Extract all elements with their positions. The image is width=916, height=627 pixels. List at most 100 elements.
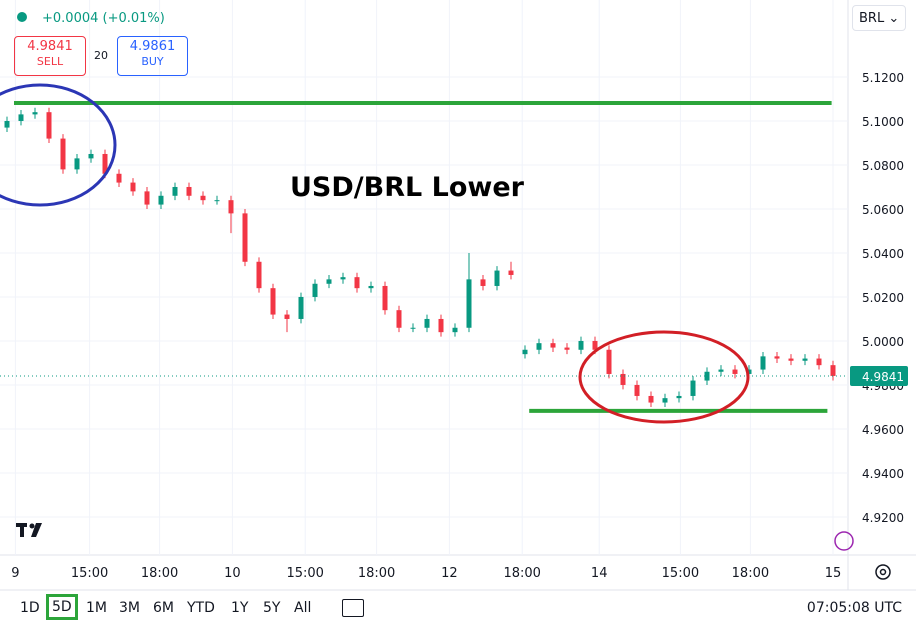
candle-body: [410, 327, 416, 329]
candle-body: [522, 349, 528, 355]
candle-body: [214, 200, 220, 202]
candle-body: [396, 310, 402, 328]
range-button[interactable]: YTD: [187, 600, 215, 616]
highlight-ellipse: [578, 330, 750, 424]
candle-body: [452, 327, 458, 333]
x-tick-label: 10: [224, 566, 241, 581]
candle-body: [592, 340, 598, 350]
clock: 07:05:08 UTC: [806, 600, 902, 616]
candle-body: [256, 261, 262, 289]
candle-body: [88, 153, 94, 159]
x-tick-label: 18:00: [732, 566, 769, 581]
annotation: USD/BRL Lower: [290, 172, 525, 203]
candle-body: [578, 340, 584, 350]
y-tick-label: 5.1200: [862, 71, 904, 85]
candle-body: [606, 349, 612, 374]
range-button[interactable]: 6M: [153, 600, 174, 616]
candle-body: [200, 195, 206, 201]
candle-body: [46, 112, 52, 139]
candle-body: [368, 285, 374, 289]
candle-body: [228, 200, 234, 214]
status-dot: [17, 12, 27, 22]
candle-body: [326, 279, 332, 284]
candle-body: [634, 384, 640, 396]
x-tick-label: 15: [825, 566, 842, 581]
candle-body: [508, 270, 514, 275]
y-tick-label: 4.9400: [862, 467, 904, 481]
range-button[interactable]: 5D: [46, 594, 78, 620]
price-change: +0.0004 (+0.01%): [42, 11, 165, 26]
candle-body: [564, 347, 570, 350]
x-tick-label: 18:00: [503, 566, 540, 581]
candle-body: [648, 395, 654, 403]
candle-body: [18, 114, 24, 121]
candle-body: [116, 173, 122, 183]
candle-body: [172, 186, 178, 196]
candle-body: [4, 120, 10, 128]
candle-body: [662, 398, 668, 403]
date-range-icon[interactable]: [342, 599, 364, 617]
candle-body: [270, 288, 276, 315]
y-tick-label: 5.0200: [862, 291, 904, 305]
last-price-label: 4.9841: [862, 370, 904, 384]
candle-body: [60, 138, 66, 170]
candle-body: [774, 356, 780, 359]
buy-price: 4.9861: [129, 39, 176, 54]
candle-body: [186, 186, 192, 196]
candle-body: [536, 343, 542, 350]
candle-body: [676, 395, 682, 399]
range-button[interactable]: 1M: [86, 600, 107, 616]
candle-body: [242, 213, 248, 262]
x-tick-label: 9: [11, 566, 19, 581]
x-tick-label: 12: [441, 566, 458, 581]
range-button[interactable]: 1D: [20, 600, 40, 616]
y-tick-label: 5.0600: [862, 203, 904, 217]
last-price-badge: [850, 365, 908, 386]
candle-body: [494, 270, 500, 286]
sell-label: SELL: [36, 55, 64, 68]
candle-body: [74, 158, 80, 170]
buy-label: BUY: [141, 55, 164, 68]
candle-body: [718, 369, 724, 372]
candle-body: [102, 153, 108, 174]
candle-body: [704, 371, 710, 381]
range-button[interactable]: 3M: [119, 600, 140, 616]
candle-body: [480, 279, 486, 286]
sell-price: 4.9841: [27, 39, 73, 54]
currency-select[interactable]: BRL ⌄: [852, 5, 906, 31]
candle-body: [732, 369, 738, 374]
x-tick-label: 15:00: [662, 566, 699, 581]
alert-icon[interactable]: [834, 531, 854, 551]
currency: BRL: [859, 11, 885, 26]
y-tick-label: 4.9200: [862, 511, 904, 525]
candle-body: [130, 182, 136, 192]
y-tick-label: 4.9600: [862, 423, 904, 437]
candle-body: [382, 285, 388, 311]
y-tick-label: 5.0800: [862, 159, 904, 173]
candle-body: [424, 318, 430, 328]
candle-body: [830, 365, 836, 376]
x-tick-label: 14: [591, 566, 608, 581]
candle-body: [284, 314, 290, 319]
buy-button[interactable]: 4.9861 BUY: [117, 36, 188, 76]
highlight-ellipse: [0, 83, 117, 207]
candle-body: [144, 191, 150, 205]
y-tick-label: 5.0400: [862, 247, 904, 261]
range-button[interactable]: 1Y: [231, 600, 249, 616]
range-button[interactable]: All: [294, 600, 312, 616]
range-button[interactable]: 5Y: [263, 600, 281, 616]
candle-body: [466, 279, 472, 328]
candle-body: [816, 358, 822, 366]
candle-body: [760, 356, 766, 370]
tv-logo: [16, 523, 42, 537]
candle-body: [788, 358, 794, 361]
candle-body: [340, 277, 346, 280]
x-tick-label: 15:00: [71, 566, 108, 581]
x-tick-label: 15:00: [286, 566, 323, 581]
candle-body: [158, 195, 164, 205]
sell-button[interactable]: 4.9841 SELL: [14, 36, 86, 76]
settings-icon[interactable]: [875, 564, 891, 580]
candle-body: [620, 373, 626, 385]
